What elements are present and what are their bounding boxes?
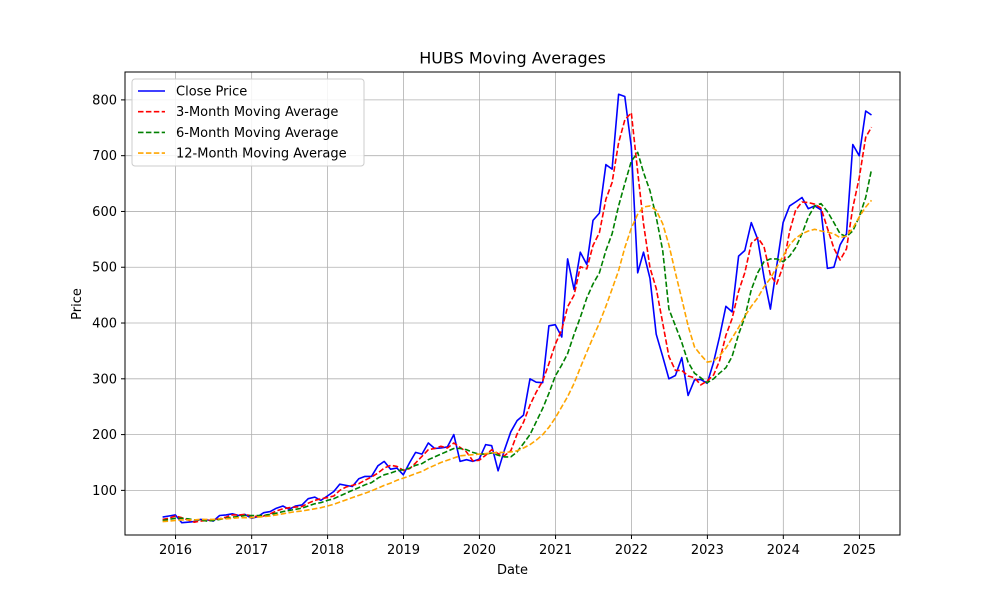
y-tick-label: 600 [92,205,117,220]
legend-box [131,78,365,167]
3-month-moving-average-line [162,111,873,524]
plot-frame [124,71,901,536]
y-tick-label: 100 [92,484,117,499]
y-tick-label: 700 [92,149,117,164]
y-tick-label: 500 [92,261,117,276]
x-tick-label: 2019 [387,543,420,558]
close-price-line [162,93,872,524]
legend-label-12-month-moving-average: 12-Month Moving Average [176,147,347,162]
x-tick-label: 2020 [463,543,496,558]
legend-label-6-month-moving-average: 6-Month Moving Average [176,126,338,141]
x-tick-label: 2017 [235,543,268,558]
x-tick-label: 2023 [691,543,724,558]
x-tick-label: 2022 [615,543,648,558]
y-tick-label: 300 [92,372,117,387]
x-tick-label: 2024 [767,543,800,558]
y-tick-label: 200 [92,428,117,443]
y-tick-label: 800 [92,93,117,108]
legend-label-3-month-moving-average: 3-Month Moving Average [176,105,338,120]
y-axis-ticks: 100 200 300 400 500 600 700 800 [92,93,125,499]
series-layer [162,93,873,524]
x-axis-label: Date [497,563,528,578]
x-tick-label: 2025 [843,543,876,558]
legend: Close Price 3-Month Moving Average 6-Month… [131,78,365,167]
x-tick-label: 2021 [539,543,572,558]
x-axis-ticks: 2016 2017 2018 2019 2020 2021 2022 2023 2024 2025 [159,535,876,558]
chart-title: HUBS Moving Averages [419,49,606,68]
x-tick-label: 2018 [311,543,344,558]
y-axis-label: Price [70,288,85,320]
12-month-moving-average-line [162,199,873,523]
legend-label-close-price: Close Price [176,85,247,100]
y-tick-label: 400 [92,317,117,332]
x-tick-label: 2016 [159,543,192,558]
6-month-moving-average-line [162,151,873,522]
